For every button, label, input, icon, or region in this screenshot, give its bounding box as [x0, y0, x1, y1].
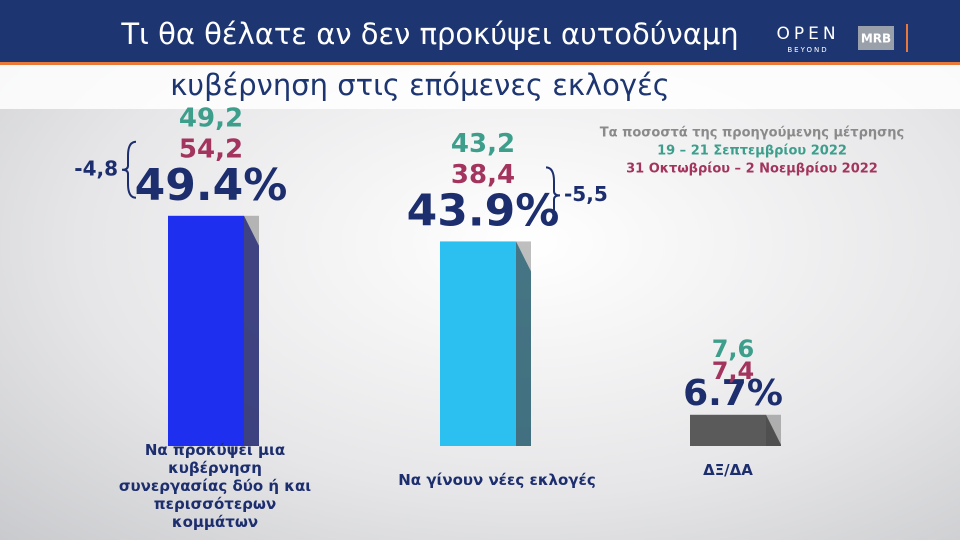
bar-shade [516, 241, 531, 446]
legend-entry: 31 Οκτωβρίου – 2 Νοεμβρίου 2022 [626, 162, 878, 177]
bar-side [766, 414, 781, 446]
logo-rule [906, 24, 908, 52]
logo: OPEN [776, 24, 839, 44]
change-label: -4,8 [74, 156, 118, 180]
header-band [0, 0, 960, 62]
previous-value: 43,2 [451, 129, 515, 159]
legend-entry: 19 – 21 Σεπτεμβρίου 2022 [657, 144, 847, 159]
bar [690, 414, 766, 446]
value-label: 49.4% [135, 160, 288, 211]
bar-side [516, 241, 531, 446]
value-label: 6.7% [683, 373, 783, 414]
previous-value: 7,6 [712, 335, 755, 363]
bar-shade [766, 414, 781, 446]
legend-title: Τα ποσοστά της προηγούμενης μέτρησης [600, 126, 904, 141]
category-label: Να γίνουν νέες εκλογές [398, 471, 596, 489]
header-rule [0, 62, 960, 65]
change-label: -5,5 [564, 182, 608, 206]
previous-value: 38,4 [451, 160, 515, 190]
chart-subtitle: κυβέρνηση στις επόμενες εκλογές [170, 68, 670, 102]
category-label: ΔΞ/ΔΑ [703, 461, 753, 479]
subtitle-band [0, 65, 960, 109]
bar [168, 215, 244, 446]
previous-value: 49,2 [179, 103, 243, 133]
category-label: Να προκύψει μια κυβέρνηση συνεργασίας δύ… [118, 441, 312, 531]
value-label: 43.9% [407, 185, 560, 236]
bar-side [244, 215, 259, 446]
brace [545, 166, 561, 225]
bar [440, 241, 516, 446]
chart-title: Τι θα θέλατε αν δεν προκύψει αυτοδύναμη [120, 17, 738, 51]
logo: MRB [861, 32, 891, 46]
previous-value: 7,4 [712, 357, 755, 385]
logo: BEYOND [787, 46, 828, 54]
logo-box [858, 26, 894, 50]
brace [121, 140, 137, 199]
bar-shade [244, 215, 259, 446]
previous-value: 54,2 [179, 134, 243, 164]
